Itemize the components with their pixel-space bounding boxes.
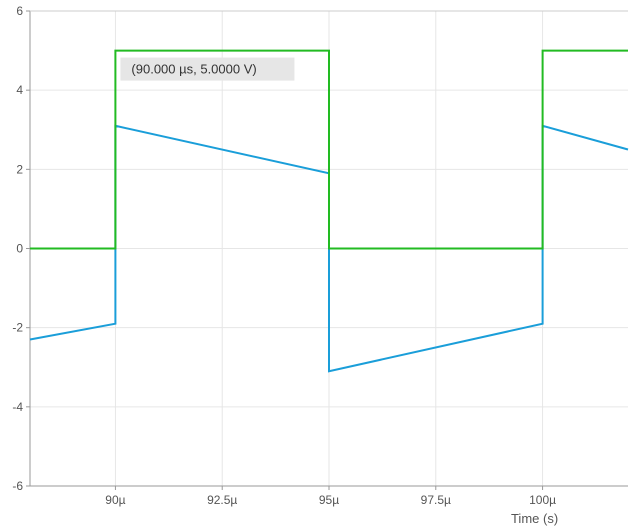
x-tick-label: 92.5µ: [207, 493, 237, 507]
y-tick-label: -4: [12, 400, 23, 414]
x-axis-ticks: 90µ 92.5µ 95µ 97.5µ 100µ: [105, 486, 556, 507]
x-tick-label: 97.5µ: [421, 493, 451, 507]
annotation-tooltip: (90.000 µs, 5.0000 V): [120, 57, 295, 81]
series-line[interactable]: [30, 49, 628, 250]
y-tick-label: 6: [16, 4, 23, 18]
y-tick-label: 0: [16, 242, 23, 256]
y-tick-label: 2: [16, 162, 23, 176]
x-tick-label: 90µ: [105, 493, 125, 507]
y-tick-label: -6: [12, 479, 23, 493]
x-tick-label: 95µ: [319, 493, 339, 507]
y-tick-label: 4: [16, 83, 23, 97]
x-axis-title: Time (s): [511, 511, 558, 526]
x-tick-label: 100µ: [529, 493, 556, 507]
series-group: [29, 49, 629, 373]
tooltip-text: (90.000 µs, 5.0000 V): [131, 62, 256, 77]
tooltip-background: [120, 57, 295, 81]
y-tick-label: -2: [12, 321, 23, 335]
y-axis-ticks: -6 -4 -2 0 2 4 6: [12, 4, 30, 493]
